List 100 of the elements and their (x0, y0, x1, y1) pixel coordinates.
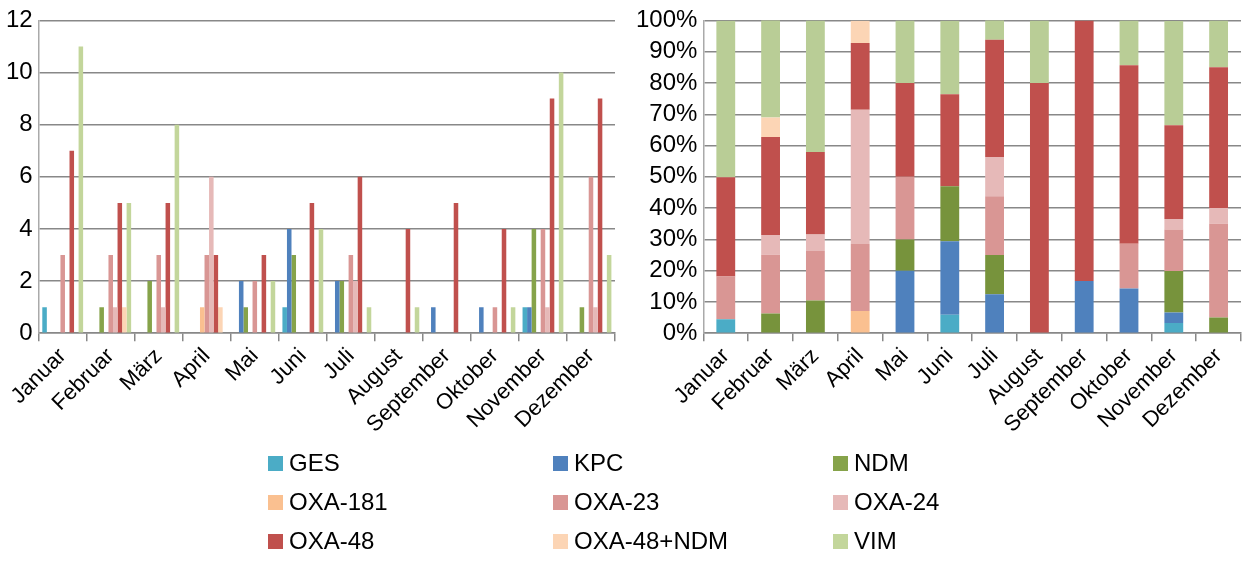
bar (479, 307, 484, 333)
bar (334, 281, 340, 333)
bar (1164, 312, 1184, 323)
bar (940, 186, 960, 242)
bar (761, 117, 780, 138)
bar (1119, 65, 1139, 244)
legend-label: OXA-181 (289, 488, 388, 516)
bar (431, 307, 436, 333)
bar (985, 157, 1004, 197)
bar (1209, 317, 1229, 333)
bar (1119, 20, 1139, 66)
bar (895, 20, 915, 83)
legend-label: OXA-24 (854, 488, 940, 516)
bar (1209, 20, 1229, 68)
legend-label: GES (289, 449, 340, 477)
legend-label: KPC (574, 449, 624, 477)
bar (895, 270, 915, 333)
y-tick-label: 10 (5, 57, 33, 85)
bar (716, 20, 736, 178)
bar (850, 42, 870, 110)
y-tick-label: 2 (19, 265, 33, 293)
y-tick-label: 80% (649, 67, 698, 95)
y-tick-label: 20% (649, 255, 698, 283)
y-tick-label: 0% (662, 317, 698, 345)
bar (1029, 82, 1049, 333)
bar (1164, 322, 1184, 333)
bar (282, 307, 287, 333)
bar (895, 82, 915, 177)
y-tick-label: 70% (649, 98, 698, 126)
bar (291, 255, 297, 333)
bar (593, 307, 598, 333)
bar (761, 313, 780, 333)
y-tick-label: 4 (19, 213, 33, 241)
bar (209, 176, 214, 333)
bar (985, 39, 1004, 158)
y-tick-label: 60% (649, 130, 698, 158)
y-tick-label: 40% (649, 192, 698, 220)
y-tick-label: 8 (19, 109, 33, 137)
bar (940, 20, 960, 95)
bar (940, 94, 960, 187)
bar (1209, 223, 1229, 318)
bar (353, 281, 358, 333)
bar (99, 307, 104, 333)
bar (1164, 219, 1184, 230)
bar (850, 311, 870, 333)
bar (850, 244, 870, 312)
bar (850, 109, 870, 245)
bar (716, 319, 736, 333)
bar (147, 281, 152, 333)
bar (1074, 280, 1094, 333)
y-tick-label: 10% (649, 286, 698, 314)
bar (243, 307, 249, 333)
bar (895, 239, 915, 271)
y-tick-label: 0 (19, 317, 33, 345)
bar (1164, 21, 1184, 126)
bar (761, 137, 780, 236)
bar (113, 307, 118, 333)
bar (985, 196, 1004, 256)
bar (716, 177, 736, 277)
bar (122, 307, 127, 333)
bar (850, 20, 870, 43)
bar (805, 152, 825, 235)
bar (1164, 125, 1184, 220)
legend-label: OXA-23 (574, 488, 660, 516)
bar (161, 307, 166, 333)
y-tick-label: 50% (649, 161, 698, 189)
bar (761, 235, 780, 255)
bar (199, 307, 205, 333)
bar (1164, 270, 1184, 313)
bar (805, 234, 825, 251)
legend-label: VIM (854, 527, 897, 555)
bar (218, 307, 223, 333)
bar (1164, 229, 1184, 271)
bar (1029, 20, 1049, 83)
bar (805, 20, 825, 153)
bar (940, 314, 960, 333)
bar (1119, 288, 1139, 333)
bar (1209, 208, 1229, 224)
legend-label: NDM (854, 449, 909, 477)
bar (805, 300, 825, 333)
x-tick-label: Mai (219, 342, 263, 386)
bar (156, 255, 162, 333)
y-tick-label: 6 (19, 161, 33, 189)
bar (60, 255, 65, 333)
legend-label: OXA-48 (289, 527, 375, 555)
bar (805, 250, 825, 301)
bar (985, 255, 1004, 295)
bar (527, 307, 532, 333)
y-tick-label: 90% (649, 36, 698, 64)
bar (108, 255, 113, 333)
bar (1119, 243, 1139, 289)
bar (545, 307, 550, 333)
bar (42, 307, 47, 333)
bar (985, 20, 1004, 40)
bar (761, 254, 780, 314)
y-tick-label: 100% (635, 5, 698, 33)
y-tick-label: 12 (5, 5, 33, 33)
x-tick-label: Mai (870, 342, 913, 386)
bar (895, 176, 915, 240)
bar (985, 294, 1004, 333)
